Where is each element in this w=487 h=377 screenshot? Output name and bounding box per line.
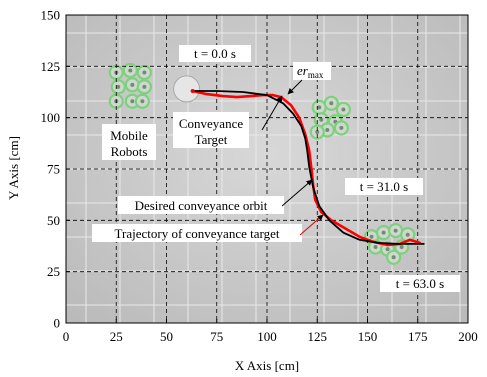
robot-center xyxy=(317,105,322,110)
robot-center xyxy=(385,247,390,252)
trajectory-start-point xyxy=(190,88,195,93)
conveyance-target-label-line1: Conveyance xyxy=(179,116,243,131)
desired-orbit-label: Desired conveyance orbit xyxy=(135,198,268,213)
trajectory-box xyxy=(92,224,302,242)
y-axis-ticks: 0 25 50 75 100 125 150 xyxy=(41,8,70,331)
robot-center xyxy=(373,245,378,250)
er-max-label: ermax xyxy=(297,63,324,80)
x-axis-label: X Axis [cm] xyxy=(235,358,299,373)
y-tick-label: 150 xyxy=(41,8,61,23)
conveyance-target-marker xyxy=(173,75,201,103)
y-axis-label: Y Axis [cm] xyxy=(6,136,21,200)
robot-center xyxy=(341,107,346,112)
x-tick-label: 175 xyxy=(408,329,428,344)
robot-center xyxy=(393,228,398,233)
robot-center xyxy=(142,70,147,75)
mobile-robot-markers xyxy=(108,62,416,265)
x-tick-label: 100 xyxy=(257,329,277,344)
robot-center xyxy=(399,245,404,250)
robot-center xyxy=(319,117,324,122)
robot-center xyxy=(128,68,133,73)
robot-center xyxy=(381,230,386,235)
x-axis-ticks: 0 25 50 75 100 125 150 175 200 xyxy=(63,319,478,344)
robot-center xyxy=(325,127,330,132)
robot-center xyxy=(130,82,135,87)
robot-center xyxy=(405,232,410,237)
mobile-robots-label-line2: Robots xyxy=(111,144,148,159)
mobile-robots-box xyxy=(102,124,156,160)
y-tick-label: 100 xyxy=(41,110,61,125)
y-tick-label: 25 xyxy=(47,264,60,279)
desired-orbit-arrow xyxy=(281,179,313,207)
x-tick-label: 150 xyxy=(358,329,378,344)
x-tick-label: 200 xyxy=(458,329,478,344)
er-max-main: er xyxy=(297,63,309,78)
target-arrow xyxy=(261,95,283,131)
x-tick-label: 125 xyxy=(308,329,328,344)
t-mid-box xyxy=(345,178,423,195)
robot-center xyxy=(391,255,396,260)
y-tick-label: 75 xyxy=(47,162,60,177)
t-mid-label: t = 31.0 s xyxy=(360,179,409,194)
robot-center xyxy=(315,130,320,135)
er-max-sub: max xyxy=(308,70,324,80)
x-tick-label: 75 xyxy=(210,329,223,344)
x-tick-label: 50 xyxy=(160,329,173,344)
series-line-desired-conveyance-orbit xyxy=(191,90,425,245)
y-tick-label: 0 xyxy=(54,316,61,331)
robot-center xyxy=(369,234,374,239)
t-end-label: t = 63.0 s xyxy=(396,276,445,291)
x-tick-label: 0 xyxy=(63,329,70,344)
robot-center xyxy=(329,101,334,106)
robot-center xyxy=(140,99,145,104)
y-tick-label: 125 xyxy=(41,59,61,74)
annotation-layer: t = 0.0 s Mobile Robots Conveyance Targe… xyxy=(92,45,460,292)
robot-center xyxy=(339,125,344,130)
robot-center xyxy=(130,99,135,104)
mobile-robots-label-line1: Mobile xyxy=(110,128,148,143)
er-max-box xyxy=(293,62,331,80)
t-start-label: t = 0.0 s xyxy=(194,46,236,61)
conveyance-target-label-line2: Target xyxy=(195,132,228,147)
desired-orbit-box xyxy=(118,196,284,214)
t-start-box xyxy=(179,45,251,62)
y-tick-label: 50 xyxy=(47,213,60,228)
trajectory-arrow xyxy=(299,214,324,236)
series-layer xyxy=(190,88,425,247)
robot-center xyxy=(142,84,147,89)
robot-center xyxy=(116,84,121,89)
er-max-arrow xyxy=(287,79,303,95)
x-tick-label: 25 xyxy=(110,329,123,344)
t-end-box xyxy=(380,275,460,292)
conveyance-target-box xyxy=(173,112,249,148)
annotation-arrows xyxy=(261,79,324,236)
trajectory-label: Trajectory of conveyance target xyxy=(115,226,280,241)
